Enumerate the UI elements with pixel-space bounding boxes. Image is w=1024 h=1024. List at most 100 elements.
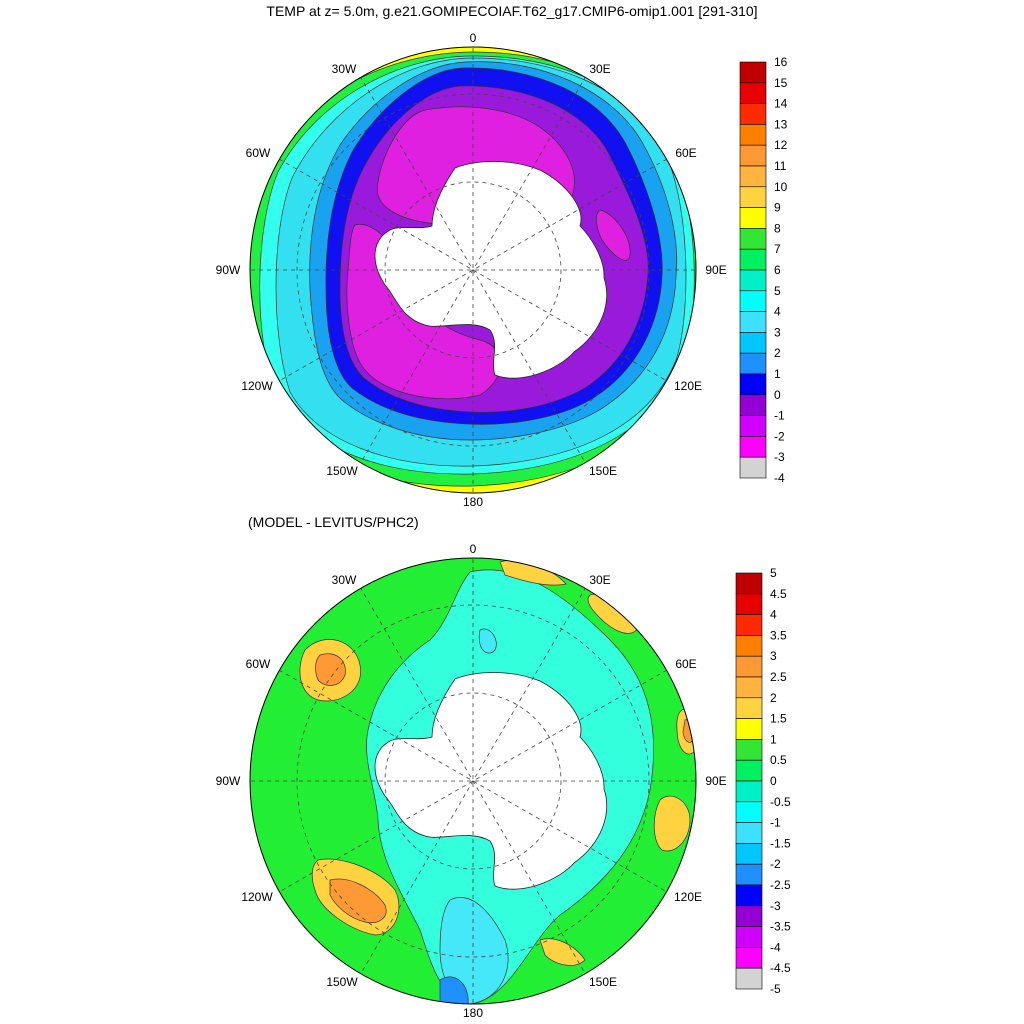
top-panel-title: TEMP at z= 5.0m, g.e21.GOMIPECOIAF.T62_g… — [266, 3, 757, 19]
bottom-colorbar-box — [736, 635, 762, 656]
bottom-lon-60e: 60E — [675, 657, 696, 671]
bottom-colorbar-box — [736, 947, 762, 968]
top-colorbar-box — [740, 62, 766, 83]
bottom-colorbar-tick-label: 1.5 — [770, 712, 787, 726]
bottom-colorbar-box — [736, 906, 762, 927]
bottom-colorbar: 5 4.5 4 3.5 3 2.5 2 1.5 1 0.5 0 -0.5 -1 -1.5 -2 -2.5 -3 -… — [736, 566, 791, 996]
bottom-colorbar-tick-label: -3 — [770, 899, 781, 913]
top-colorbar-tick-label: 8 — [774, 221, 781, 235]
bottom-lon-90e: 90E — [705, 774, 726, 788]
bottom-colorbar-tick-label: 2 — [770, 691, 777, 705]
bottom-lon-120w: 120W — [241, 890, 273, 904]
bottom-lon-60w: 60W — [246, 657, 271, 671]
bottom-colorbar-tick-label: -1.5 — [770, 836, 791, 850]
bottom-colorbar-tick-label: 1 — [770, 732, 777, 746]
top-lon-0: 0 — [470, 31, 477, 45]
bottom-colorbar-box — [736, 594, 762, 615]
top-colorbar-box — [740, 208, 766, 229]
top-colorbar-tick-label: 15 — [774, 76, 788, 90]
bottom-colorbar-tick-label: 0.5 — [770, 753, 787, 767]
top-lon-120w: 120W — [241, 379, 273, 393]
bottom-lon-150e: 150E — [589, 975, 617, 989]
bottom-colorbar-tick-label: -1 — [770, 816, 781, 830]
top-colorbar-tick-label: 0 — [774, 388, 781, 402]
bottom-lon-30e: 30E — [589, 573, 610, 587]
bottom-colorbar-tick-label: 5 — [770, 566, 777, 580]
top-colorbar-tick-label: 5 — [774, 284, 781, 298]
top-lon-60e: 60E — [675, 146, 696, 160]
bottom-panel-title: (MODEL - LEVITUS/PHC2) — [248, 514, 419, 530]
bottom-colorbar-box — [736, 968, 762, 989]
bottom-colorbar-box — [736, 677, 762, 698]
top-colorbar-tick-label: 4 — [774, 305, 781, 319]
top-colorbar-box — [740, 374, 766, 395]
top-lon-90e: 90E — [705, 263, 726, 277]
bottom-colorbar-box — [736, 719, 762, 740]
bottom-lon-0: 0 — [470, 542, 477, 556]
top-colorbar-tick-label: 7 — [774, 242, 781, 256]
top-colorbar-box — [740, 436, 766, 457]
top-colorbar-box — [740, 228, 766, 249]
top-lon-30w: 30W — [332, 62, 357, 76]
top-colorbar-tick-label: 14 — [774, 97, 788, 111]
bottom-colorbar-tick-label: 0 — [770, 774, 777, 788]
top-colorbar-box — [740, 145, 766, 166]
bottom-colorbar-box — [736, 573, 762, 594]
bottom-colorbar-box — [736, 802, 762, 823]
top-colorbar-box — [740, 353, 766, 374]
top-colorbar-tick-label: -2 — [774, 429, 785, 443]
top-colorbar-tick-label: -1 — [774, 409, 785, 423]
bottom-lon-180: 180 — [463, 1006, 483, 1020]
top-colorbar-box — [740, 270, 766, 291]
top-colorbar-box — [740, 187, 766, 208]
top-colorbar-tick-label: 2 — [774, 346, 781, 360]
top-colorbar-tick-label: 9 — [774, 201, 781, 215]
bottom-colorbar-tick-label: -2.5 — [770, 878, 791, 892]
bottom-colorbar-box — [736, 760, 762, 781]
bottom-colorbar-tick-label: -4.5 — [770, 961, 791, 975]
top-colorbar-tick-label: 3 — [774, 325, 781, 339]
bottom-colorbar-box — [736, 843, 762, 864]
bottom-colorbar-tick-label: -4 — [770, 940, 781, 954]
top-colorbar-tick-label: 13 — [774, 117, 788, 131]
top-colorbar-tick-label: 12 — [774, 138, 788, 152]
top-colorbar-box — [740, 416, 766, 437]
bottom-colorbar-box — [736, 885, 762, 906]
bottom-colorbar-box — [736, 698, 762, 719]
top-polar-map — [240, 40, 710, 510]
bottom-colorbar-box — [736, 864, 762, 885]
top-colorbar-box — [740, 83, 766, 104]
bottom-colorbar-box — [736, 781, 762, 802]
top-colorbar-box — [740, 104, 766, 125]
bottom-lon-120e: 120E — [674, 890, 702, 904]
top-lon-30e: 30E — [589, 62, 610, 76]
top-colorbar-box — [740, 291, 766, 312]
top-colorbar-tick-label: 1 — [774, 367, 781, 381]
bottom-colorbar-box — [736, 823, 762, 844]
top-colorbar-box — [740, 457, 766, 478]
bottom-colorbar-tick-label: 4.5 — [770, 587, 787, 601]
bottom-colorbar-box — [736, 739, 762, 760]
bottom-colorbar-tick-label: 4 — [770, 608, 777, 622]
top-colorbar-box — [740, 166, 766, 187]
top-lon-120e: 120E — [674, 379, 702, 393]
top-colorbar-box — [740, 124, 766, 145]
top-lon-150w: 150W — [326, 464, 358, 478]
top-colorbar-tick-label: -3 — [774, 450, 785, 464]
top-colorbar-box — [740, 395, 766, 416]
top-colorbar-tick-label: -4 — [774, 471, 785, 485]
bottom-polar-map — [240, 550, 710, 1020]
bottom-colorbar-tick-label: -2 — [770, 857, 781, 871]
bottom-colorbar-box — [736, 615, 762, 636]
bottom-lon-30w: 30W — [332, 573, 357, 587]
bottom-lon-150w: 150W — [326, 975, 358, 989]
bottom-colorbar-tick-label: -0.5 — [770, 795, 791, 809]
top-lon-90w: 90W — [216, 263, 241, 277]
top-lon-60w: 60W — [246, 146, 271, 160]
top-lon-150e: 150E — [589, 464, 617, 478]
top-colorbar-tick-label: 11 — [774, 159, 787, 173]
top-colorbar-box — [740, 249, 766, 270]
top-colorbar-tick-label: 10 — [774, 180, 788, 194]
